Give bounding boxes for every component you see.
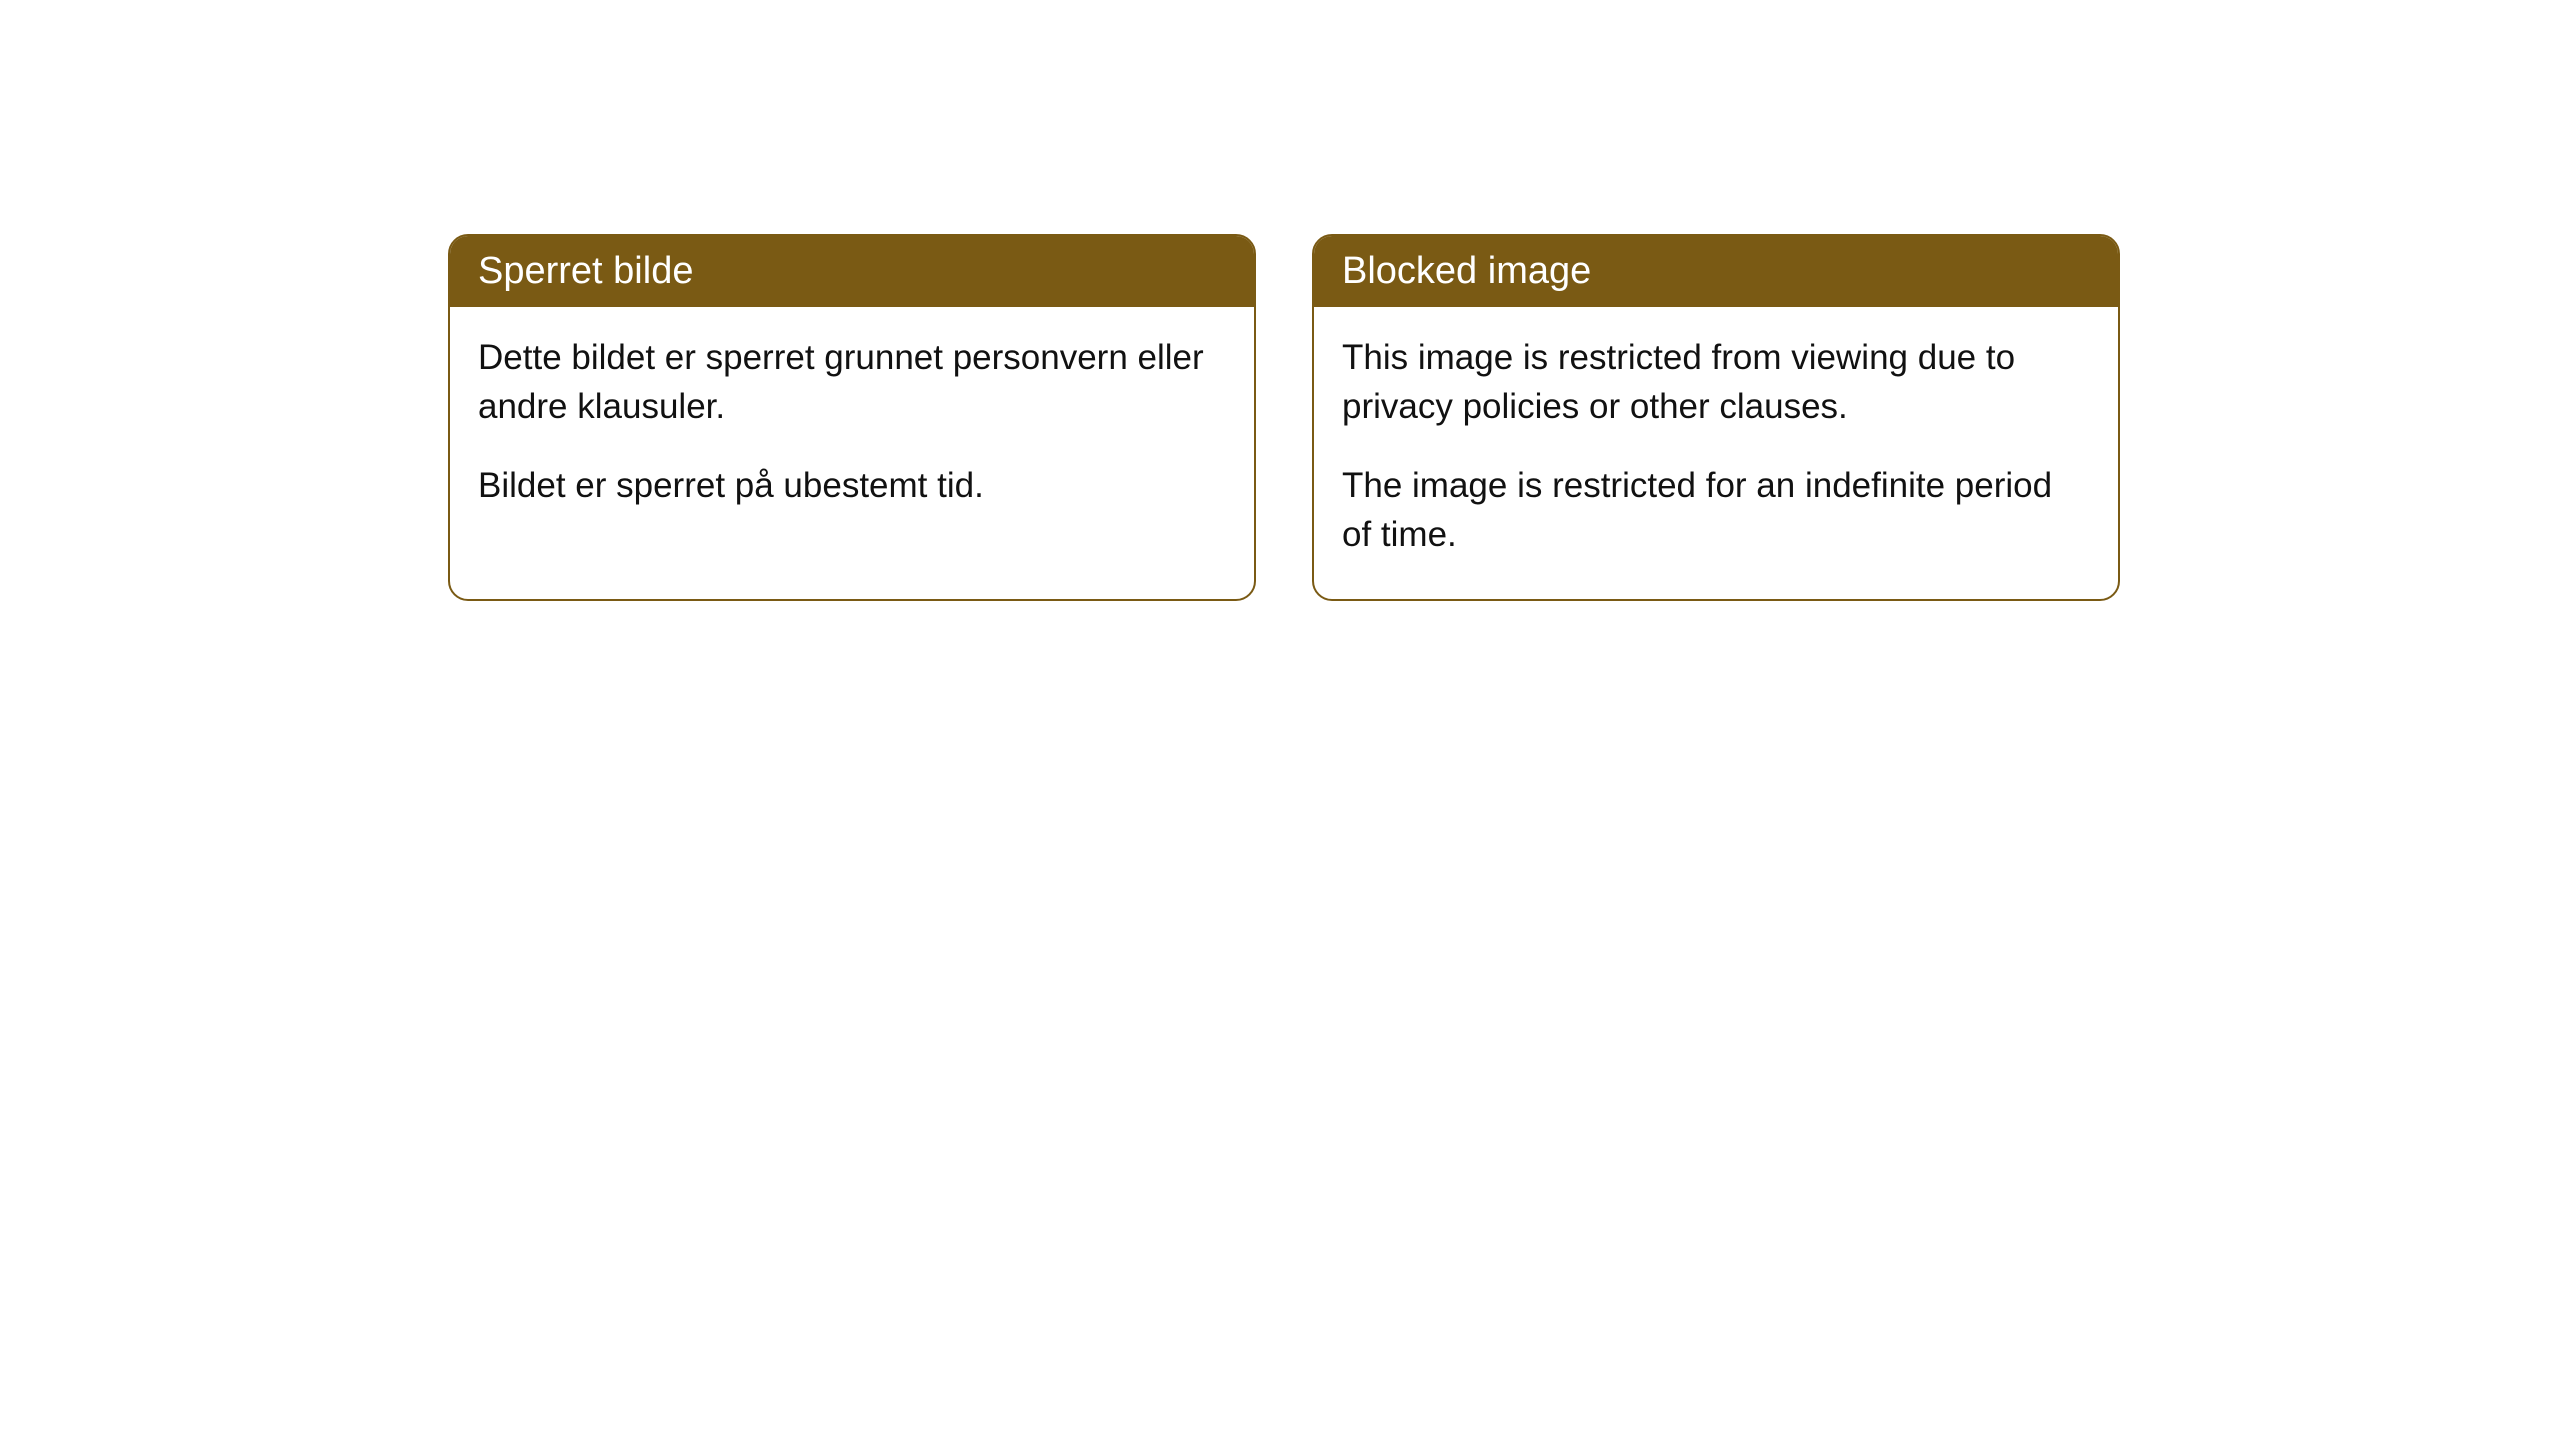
card-paragraph: The image is restricted for an indefinit… xyxy=(1342,461,2090,559)
card-paragraph: Dette bildet er sperret grunnet personve… xyxy=(478,333,1226,431)
card-body-norwegian: Dette bildet er sperret grunnet personve… xyxy=(450,307,1254,550)
card-header-norwegian: Sperret bilde xyxy=(450,236,1254,307)
card-paragraph: This image is restricted from viewing du… xyxy=(1342,333,2090,431)
notice-card-english: Blocked image This image is restricted f… xyxy=(1312,234,2120,601)
card-body-english: This image is restricted from viewing du… xyxy=(1314,307,2118,599)
notice-card-norwegian: Sperret bilde Dette bildet er sperret gr… xyxy=(448,234,1256,601)
card-paragraph: Bildet er sperret på ubestemt tid. xyxy=(478,461,1226,510)
card-header-english: Blocked image xyxy=(1314,236,2118,307)
card-title: Sperret bilde xyxy=(478,250,693,292)
notice-cards-container: Sperret bilde Dette bildet er sperret gr… xyxy=(448,234,2120,601)
card-title: Blocked image xyxy=(1342,250,1591,292)
